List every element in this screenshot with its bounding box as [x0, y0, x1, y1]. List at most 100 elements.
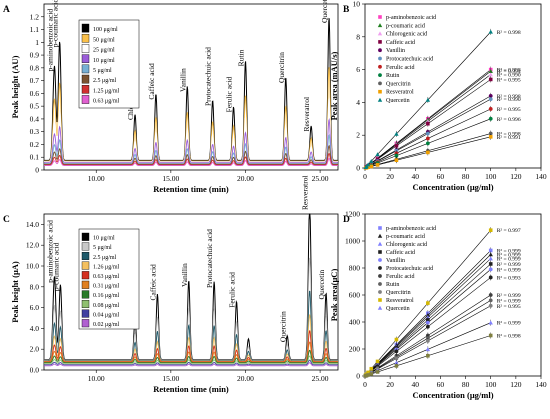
panel-d-legend-marker-quercitrin — [378, 290, 382, 294]
panel-b-legend-label-p-aminobenzoic-acid: p-aminobenzoic acid — [386, 15, 436, 21]
panel-a-legend-swatch-0-63-g-ml — [81, 95, 90, 104]
panel-a-peak-label-quercitrin: Quercitrin — [277, 52, 286, 83]
panel-d-point-extra — [488, 333, 493, 338]
panel-d-point-protocatechuic-acid — [394, 349, 399, 354]
panel-a-trace-5-g-ml — [44, 133, 338, 165]
panel-d-legend-marker-p-aminobenzoic-acid — [378, 226, 382, 230]
panel-b-point-protocatechuic-acid — [488, 97, 493, 102]
panel-d-point-quercitrin — [394, 356, 399, 361]
panel-c-legend-swatch-5-g-ml — [81, 242, 90, 251]
panel-a-y-tick-label: 0 — [35, 166, 39, 175]
panel-a-y-tick-label: 0.6 — [30, 89, 40, 98]
panel-d-point-quercetin — [425, 347, 431, 352]
panel-b-point-caffeic-acid — [426, 121, 430, 126]
panel-b-legend-marker-quercitrin — [378, 81, 382, 86]
panel-a-y-tick-label: 0.4 — [30, 114, 40, 123]
panel-a-x-tick-label: 15.00 — [162, 174, 179, 183]
panel-d-legend-marker-vanillin — [378, 258, 382, 262]
panel-d-y-tick-label: 0 — [356, 372, 360, 381]
panel-b-legend-marker-chlorogenic-acid — [377, 31, 383, 36]
panel-a-legend-swatch-100-g-ml — [81, 23, 90, 33]
panel-c-legend-label-5-g-ml: 5 μg/ml — [93, 245, 112, 251]
panel-c-legend-swatch-0-02-g-ml — [81, 319, 90, 328]
panel-b-point-resveratrol — [426, 150, 430, 155]
panel-a-x-tick-label: 10.00 — [88, 174, 105, 183]
panel-d-point-vanillin — [425, 320, 430, 325]
panel-d-point-resveratrol — [375, 359, 380, 364]
panel-d-r2-protocatechuic-acid: R² = 0.993 — [497, 275, 521, 281]
panel-d-point-protocatechuic-acid — [425, 324, 430, 329]
panel-d-r2-chlorogenic-acid: R² = 0.999 — [497, 257, 521, 263]
panel-d-point-resveratrol — [394, 337, 399, 342]
panel-d-y-tick-label: 200 — [349, 345, 361, 354]
panel-d-legend-marker-caffeic-acid — [378, 250, 382, 254]
panel-d-legend-label-quercetin: Quercetin — [386, 306, 410, 312]
panel-b-x-tick-label: 60 — [437, 172, 445, 181]
panel-b-point-quercitrin — [488, 131, 493, 136]
calibration-d: 0 20 40 60 80 100 120 140 0 200 400 600 800 1000 1200 C… — [329, 210, 547, 401]
panel-b-r2-resveratrol: R² = 0.991 — [497, 135, 521, 141]
panel-d-x-axis-label: Concentration (μg/ml) — [412, 390, 493, 400]
panel-d-r2-quercetin: R² = 0.999 — [497, 321, 521, 327]
panel-c-legend-swatch-0-04-g-ml — [81, 309, 90, 318]
panel-a-y-tick-label: 0.9 — [30, 51, 40, 60]
panel-c-trace-0-02-g-ml — [44, 362, 338, 367]
panel-d-r2-ferulic-acid: R² = 0.999 — [497, 293, 521, 299]
panel-a-legend: 100 μg/ml 50 μg/ml 25 μg/ml 10 μg/ml 5 μg/ml… — [78, 19, 140, 109]
panel-c-legend-label-0-63-g-ml: 0.63 μg/ml — [93, 274, 120, 280]
panel-d-point-resveratrol — [488, 228, 493, 232]
panel-b-legend-marker-resveratrol — [378, 89, 382, 94]
panel-c-peak-label-quercitrin: Quercitrin — [278, 311, 287, 342]
panel-a-legend-swatch-2-5-g-ml — [81, 74, 90, 84]
panel-d-point-rutin — [488, 298, 493, 303]
panel-b-point-vanillin — [488, 93, 493, 98]
panel-a-x-axis-label: Retention time (min) — [153, 184, 229, 194]
panel-d-legend-marker-resveratrol — [378, 298, 382, 302]
panel-c-plot-frame — [43, 213, 339, 371]
panel-a-trace-2-5-g-ml — [44, 144, 338, 165]
panel-b-point-protocatechuic-acid — [425, 131, 430, 136]
panel-b-point-caffeic-acid — [488, 77, 493, 82]
panel-c-y-axis-label: Peak height (μA) — [10, 261, 20, 323]
panel-b-legend-label-rutin: Rutin — [386, 73, 399, 79]
panel-c-peak-label-p-aminobenzoic-acid: p-aminobenzoic acid — [45, 220, 54, 283]
panel-a-legend-label-1-25-g-ml: 1.25 μg/ml — [93, 88, 120, 94]
panel-a-peak-label-ferulic-acid: Ferulic acid — [225, 77, 234, 113]
panel-b-x-tick-label: 140 — [535, 172, 547, 181]
panel-d-legend-label-p-aminobenzoic-acid: p-aminobenzoic acid — [386, 226, 436, 232]
panel-d-legend-label-vanillin: Vanillin — [386, 258, 405, 264]
panel-a-trace-10-g-ml — [44, 117, 338, 163]
panel-a-y-tick-label: 1.2 — [30, 12, 40, 21]
panel-c-peak-label-ferulic-acid: Ferulic acid — [228, 272, 237, 308]
panel-b-r2-chlorogenic-acid: R² = 0.990 — [497, 73, 521, 79]
panel-b-x-tick-label: 20 — [386, 172, 394, 181]
panel-a-y-axis-label: Peak height (AU) — [10, 55, 20, 118]
panel-b-r2-ferulic-acid: R² = 0.995 — [497, 107, 521, 113]
panel-c-trace-0-16-g-ml — [44, 349, 338, 364]
panel-b-legend-label-vanillin: Vanillin — [386, 48, 405, 54]
panel-a-trace-0-63-g-ml — [44, 157, 338, 166]
panel-c-peak-label-p-coumaric-acid: p-coumaric acid — [51, 242, 60, 291]
panel-b-r2-vanillin: R² = 0.998 — [497, 94, 521, 100]
panel-c-legend-label-0-04-g-ml: 0.04 μg/ml — [93, 312, 120, 318]
panel-a-legend-label-25-g-ml: 25 μg/ml — [93, 48, 115, 54]
panel-a-peak-label-protocatechuic-acid: Protocatechuic acid — [204, 47, 213, 106]
panel-d-point-extra — [375, 370, 380, 374]
panel-d-y-tick-label: 600 — [349, 291, 361, 300]
panel-c-y-tick-label: 2.0 — [30, 345, 40, 354]
panel-d-legend-label-chlorogenic-acid: Chlorogenic acid — [386, 242, 427, 248]
panel-b-r2-quercetin: R² = 0.998 — [497, 30, 521, 36]
panel-a-y-tick-label: 1.1 — [30, 25, 40, 34]
panel-d-legend-marker-chlorogenic-acid — [377, 241, 383, 246]
panel-a-y-tick-label: 1 — [35, 38, 39, 47]
panel-b-y-tick-label: 10 — [353, 0, 361, 9]
panel-b-y-axis-label: Peak area (mAU/s) — [329, 51, 339, 120]
panel-c-x-tick-label: 10.00 — [88, 374, 105, 383]
panel-a-y-tick-label: 0.7 — [30, 76, 40, 85]
panel-c-y-tick-label: 6.0 — [30, 303, 40, 312]
panel-c-peak-label-vanillin: Vanillin — [180, 263, 189, 287]
panel-b-x-tick-label: 100 — [485, 172, 497, 181]
panel-d-point-quercetin — [394, 360, 399, 365]
panel-c-legend-swatch-0-31-g-ml — [81, 280, 90, 289]
panel-b-point-resveratrol — [488, 135, 493, 139]
